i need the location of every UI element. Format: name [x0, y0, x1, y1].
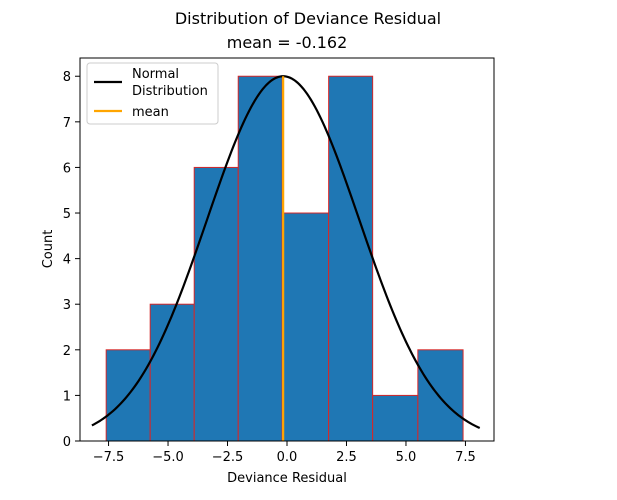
chart-subtitle: mean = -0.162 [227, 33, 348, 52]
histogram-bar-3 [237, 75, 283, 442]
x-tick-label: −2.5 [212, 450, 244, 465]
histogram-bar-4 [281, 212, 330, 442]
legend-label-normal-line2: Distribution [132, 84, 208, 99]
y-tick-label: 2 [63, 344, 71, 359]
normal-distribution-curve [91, 75, 481, 429]
x-tick-label: 5.0 [396, 450, 417, 465]
y-tick-label: 5 [63, 207, 71, 222]
legend-label-mean: mean [132, 105, 169, 120]
x-tick-label: 7.5 [455, 450, 476, 465]
x-tick-label: −5.0 [152, 450, 184, 465]
y-tick-label: 1 [63, 389, 71, 404]
y-tick-label: 8 [63, 70, 71, 85]
y-axis-label: Count [41, 230, 56, 269]
x-tick-label: −7.5 [93, 450, 125, 465]
legend-box [86, 62, 219, 125]
histogram-bar-1 [149, 303, 195, 442]
legend-label-normal-line1: Normal [132, 67, 179, 82]
histogram-bar-5 [328, 75, 374, 442]
y-tick-label: 3 [63, 298, 71, 313]
plot-area: −7.5 −5.0 −2.5 0.0 2.5 5.0 7.5 0 1 2 3 4 5 6 7 8 Normal D… [63, 57, 495, 465]
y-tick-label: 4 [63, 253, 71, 268]
chart-title: Distribution of Deviance Residual [175, 9, 441, 28]
x-tick-label: 2.5 [336, 450, 357, 465]
histogram-bar-6 [372, 394, 419, 442]
y-tick-label: 0 [63, 435, 71, 450]
x-axis-label: Deviance Residual [227, 471, 347, 486]
histogram-bar-2 [193, 166, 239, 442]
histogram-bar-7 [417, 349, 464, 442]
x-tick-label: 0.0 [277, 450, 298, 465]
y-tick-label: 6 [63, 161, 71, 176]
y-tick-label: 7 [63, 116, 71, 131]
